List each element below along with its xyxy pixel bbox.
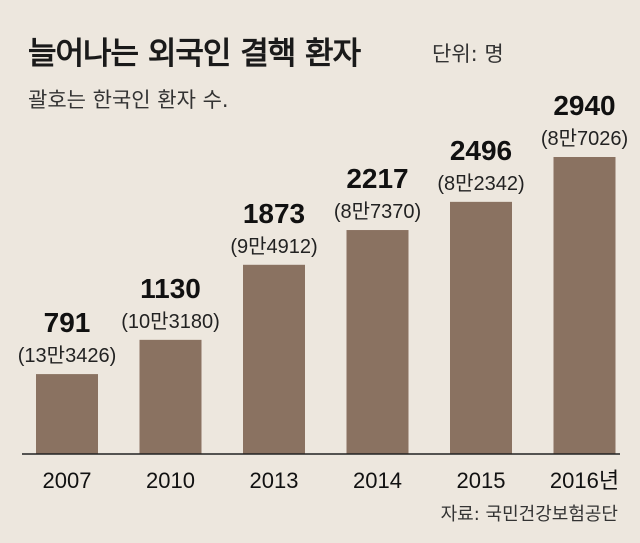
patient-annotation: (8만7370) xyxy=(334,200,421,223)
source-note: 자료: 국민건강보험공단 xyxy=(440,504,618,525)
data-label: 2496 xyxy=(450,135,512,166)
patient-annotation: (9만4912) xyxy=(230,235,317,258)
patient-annotation: (10만3180) xyxy=(121,310,219,333)
bar xyxy=(450,201,512,454)
x-tick-label: 2007 xyxy=(43,468,92,493)
bar xyxy=(139,339,202,454)
unit-label: 단위: 명 xyxy=(432,42,504,66)
data-label: 1873 xyxy=(243,198,305,229)
x-tick-label: 2016년 xyxy=(550,468,619,493)
bar xyxy=(346,230,409,454)
data-label: 2940 xyxy=(553,90,615,121)
patient-annotation: (13만3426) xyxy=(18,344,116,367)
bar xyxy=(553,157,616,454)
chart-title: 늘어나는 외국인 결핵 환자 xyxy=(28,36,361,72)
patient-annotation: (8만7026) xyxy=(541,127,628,150)
x-tick-label: 2014 xyxy=(353,468,402,493)
data-label: 1130 xyxy=(140,273,201,304)
x-tick-label: 2015 xyxy=(457,468,506,493)
bar xyxy=(243,264,305,454)
data-label: 791 xyxy=(44,307,91,338)
patient-annotation: (8만2342) xyxy=(437,172,524,195)
bar xyxy=(36,374,98,454)
x-tick-label: 2010 xyxy=(146,468,195,493)
data-label: 2217 xyxy=(346,163,408,194)
x-tick-label: 2013 xyxy=(250,468,299,493)
chart-subtitle: 괄호는 한국인 환자 수. xyxy=(28,88,229,112)
